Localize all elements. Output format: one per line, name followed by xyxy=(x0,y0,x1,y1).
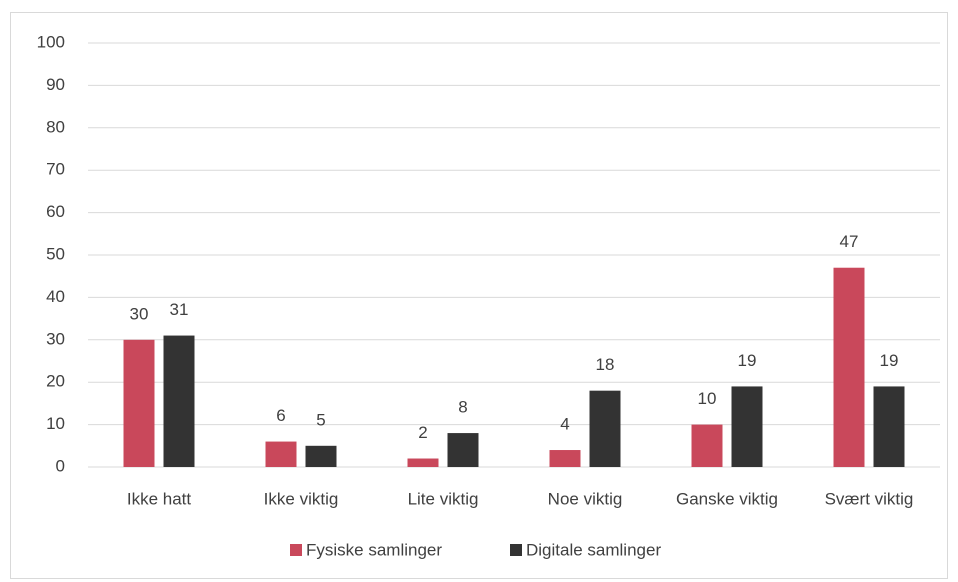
x-tick-label: Ikke hatt xyxy=(127,489,192,508)
y-tick-label: 30 xyxy=(46,329,65,348)
bar xyxy=(589,390,621,467)
bar xyxy=(691,424,723,467)
legend-label: Fysiske samlinger xyxy=(306,540,442,559)
data-label: 6 xyxy=(276,406,285,425)
legend-swatch xyxy=(290,544,302,556)
y-tick-label: 70 xyxy=(46,160,65,179)
chart-frame xyxy=(10,12,948,579)
data-label: 30 xyxy=(130,304,149,323)
y-tick-label: 20 xyxy=(46,372,65,391)
bar xyxy=(731,386,763,467)
y-tick-label: 40 xyxy=(46,287,65,306)
bar xyxy=(549,450,581,467)
x-tick-label: Svært viktig xyxy=(825,489,914,508)
data-label: 4 xyxy=(560,415,569,434)
data-label: 5 xyxy=(316,410,325,429)
y-tick-label: 50 xyxy=(46,244,65,263)
data-label: 10 xyxy=(698,389,717,408)
legend-swatch xyxy=(510,544,522,556)
bar xyxy=(163,335,195,467)
x-tick-label: Ganske viktig xyxy=(676,489,778,508)
x-tick-label: Lite viktig xyxy=(408,489,479,508)
y-tick-label: 90 xyxy=(46,75,65,94)
data-label: 19 xyxy=(880,351,899,370)
y-tick-label: 80 xyxy=(46,117,65,136)
x-tick-label: Ikke viktig xyxy=(264,489,339,508)
bar xyxy=(833,267,865,467)
x-tick-label: Noe viktig xyxy=(548,489,623,508)
y-tick-label: 10 xyxy=(46,414,65,433)
y-tick-label: 100 xyxy=(37,32,65,51)
legend-label: Digitale samlinger xyxy=(526,540,661,559)
data-label: 47 xyxy=(840,232,859,251)
data-label: 8 xyxy=(458,398,467,417)
bar xyxy=(123,339,155,467)
y-tick-label: 60 xyxy=(46,202,65,221)
bar xyxy=(873,386,905,467)
data-label: 19 xyxy=(738,351,757,370)
bar xyxy=(265,441,297,467)
bar xyxy=(447,433,479,467)
bar xyxy=(407,458,439,467)
data-label: 31 xyxy=(170,300,189,319)
data-label: 18 xyxy=(596,355,615,374)
y-tick-label: 0 xyxy=(56,456,65,475)
bar xyxy=(305,445,337,467)
data-label: 2 xyxy=(418,423,427,442)
